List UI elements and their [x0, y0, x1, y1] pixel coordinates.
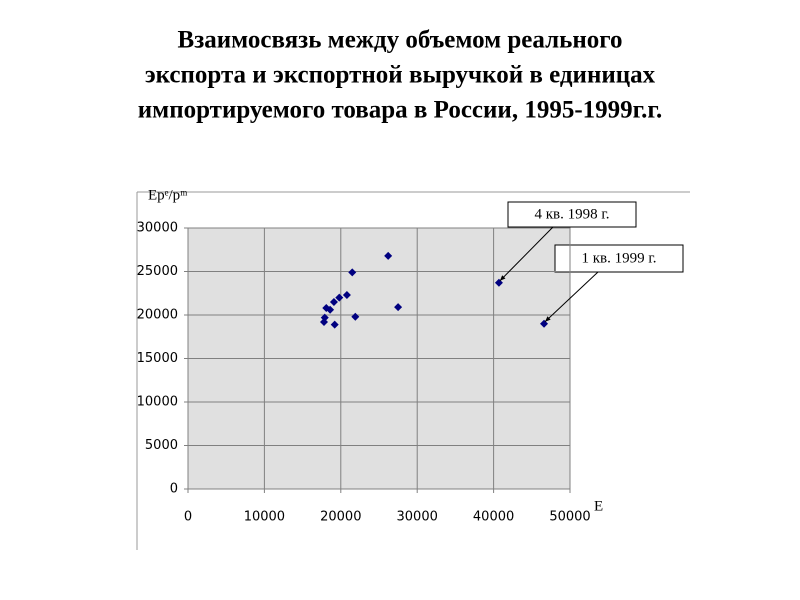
y-tick-label: 30000: [137, 221, 178, 236]
x-tick-label: 10000: [244, 510, 285, 525]
point: [329, 297, 338, 306]
annotation-box: [507, 201, 637, 228]
x-tick-label: 0: [184, 510, 192, 525]
chart-title: Взаимосвязь между объемом реального: [178, 27, 623, 54]
point: [342, 290, 351, 299]
y-tick-label: 25000: [137, 264, 178, 279]
x-tick-label: 30000: [397, 510, 438, 525]
y-tick-label: 20000: [137, 308, 178, 323]
y-tick-label: 5000: [145, 438, 178, 453]
point: [394, 303, 403, 312]
x-tick-label: 40000: [473, 510, 514, 525]
point: [348, 268, 357, 277]
y-tick-label: 15000: [137, 351, 178, 366]
point: [540, 319, 549, 328]
arrow-head: [499, 275, 506, 281]
y-tick-label: 10000: [137, 395, 178, 410]
annotation-box: [554, 244, 684, 273]
x-tick-label: 50000: [549, 510, 590, 525]
x-tick-label: 20000: [320, 510, 361, 525]
arrow-head: [545, 316, 551, 322]
chart-title: импортируемого товара в России, 1995-199…: [138, 97, 662, 124]
point: [494, 278, 503, 287]
point: [384, 251, 393, 260]
point: [319, 317, 328, 326]
annotation: 1 кв. 1999 г.: [581, 250, 656, 266]
point: [330, 320, 339, 329]
point: [326, 305, 335, 314]
y-tick-label: 0: [170, 482, 178, 497]
x-axis-label: E: [594, 498, 603, 514]
annotation-arrow: [544, 271, 599, 323]
y-axis-label: Epᵉ/pᵐ: [148, 187, 188, 203]
point: [351, 312, 360, 321]
annotation: 4 кв. 1998 г.: [534, 206, 609, 222]
annotation-arrow: [499, 226, 554, 282]
point: [335, 293, 344, 302]
chart-title: экспорта и экспортной выручкой в единица…: [145, 62, 656, 89]
